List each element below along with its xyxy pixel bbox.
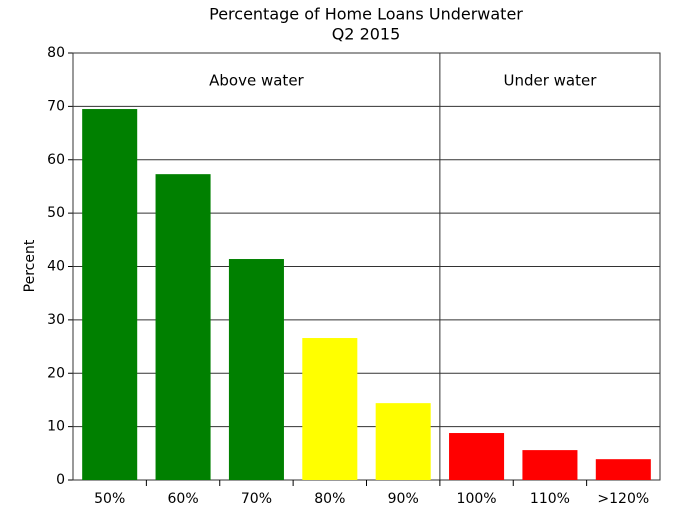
x-tick-label: 60% [168, 491, 199, 507]
y-tick-label: 50 [47, 205, 65, 221]
x-tick-label: >120% [597, 491, 649, 507]
bar [449, 433, 505, 480]
x-tick-label: 70% [241, 491, 272, 507]
x-tick-label: 110% [530, 491, 570, 507]
bar [155, 174, 211, 480]
y-tick-label: 20 [47, 365, 65, 381]
x-tick-label: 90% [388, 491, 419, 507]
y-tick-label: 80 [47, 45, 65, 61]
x-tick-label: 80% [314, 491, 345, 507]
y-tick-label: 0 [56, 472, 65, 488]
y-tick-label: 10 [47, 419, 65, 435]
bar [302, 338, 358, 480]
y-tick-label: 60 [47, 152, 65, 168]
x-tick-label: 100% [457, 491, 497, 507]
bar [375, 403, 431, 480]
annotation: Above water [209, 72, 304, 90]
y-axis-label: Percent [22, 239, 38, 292]
bar [595, 459, 651, 480]
bar [228, 259, 284, 480]
y-tick-label: 30 [47, 312, 65, 328]
bar [82, 109, 138, 480]
y-tick-label: 40 [47, 259, 65, 275]
x-tick-label: 50% [94, 491, 125, 507]
chart-title: Percentage of Home Loans Underwater [209, 5, 523, 24]
bar [522, 450, 578, 480]
annotation: Under water [503, 72, 597, 90]
y-tick-label: 70 [47, 98, 65, 114]
chart-subtitle: Q2 2015 [332, 25, 401, 44]
